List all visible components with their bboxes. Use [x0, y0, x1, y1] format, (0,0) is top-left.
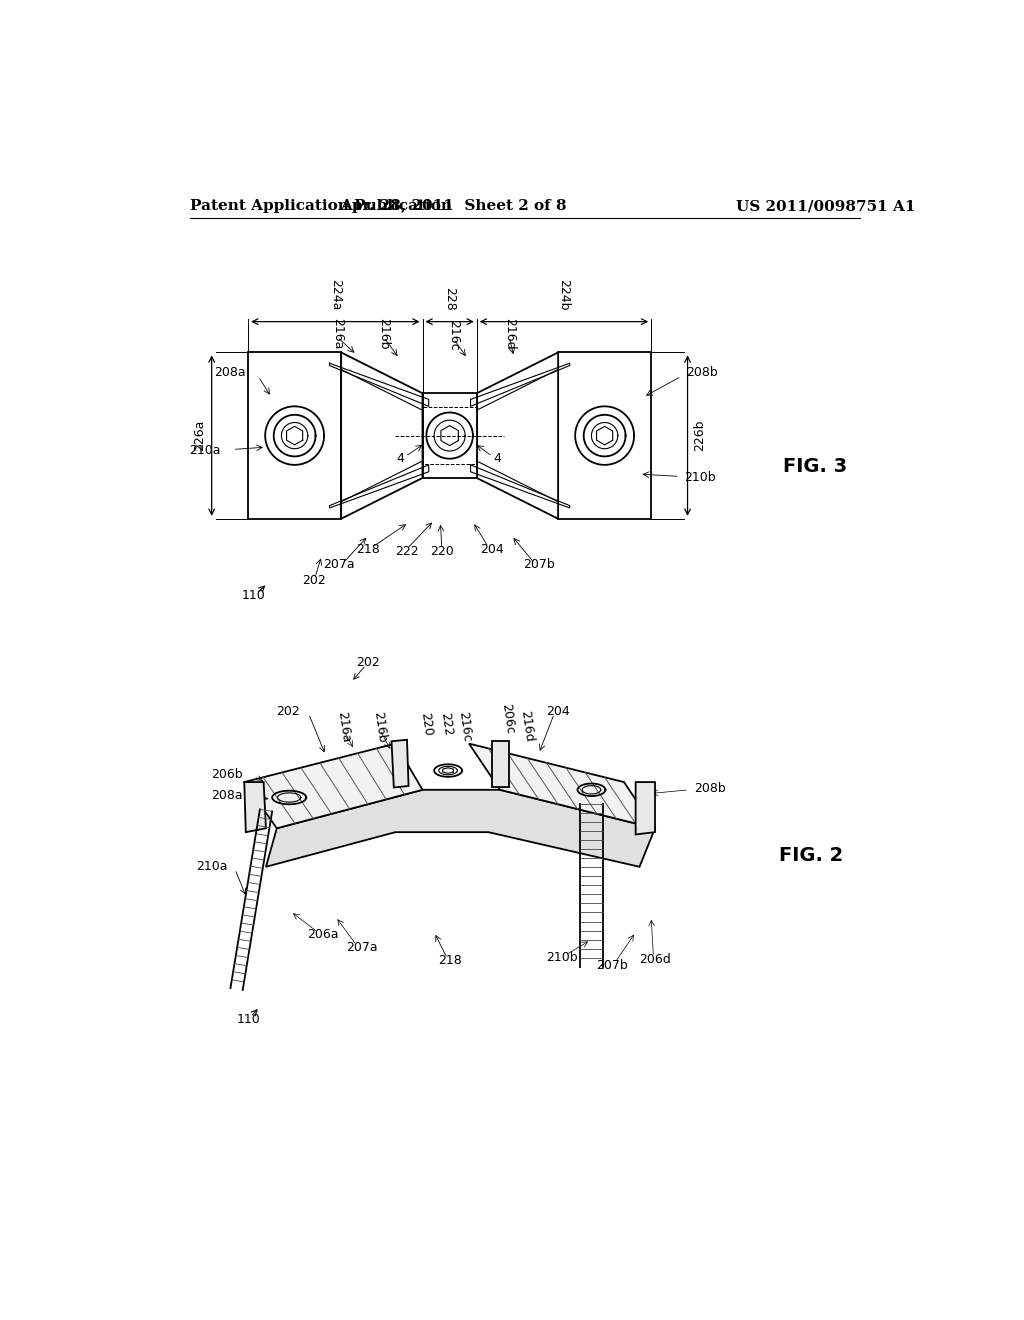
Text: 210a: 210a — [196, 861, 227, 874]
Text: 210a: 210a — [189, 445, 221, 458]
Text: 210b: 210b — [546, 952, 578, 964]
Text: 216d: 216d — [503, 318, 516, 350]
Polygon shape — [245, 781, 266, 832]
Text: 207a: 207a — [323, 558, 354, 572]
Text: 216c: 216c — [457, 710, 474, 743]
Text: 210b: 210b — [684, 471, 716, 484]
Polygon shape — [477, 352, 558, 519]
Text: 222: 222 — [437, 711, 454, 737]
Text: US 2011/0098751 A1: US 2011/0098751 A1 — [736, 199, 915, 213]
Text: 208a: 208a — [211, 789, 243, 803]
Text: 220: 220 — [430, 545, 454, 557]
Text: 110: 110 — [237, 1012, 260, 1026]
Text: 224a: 224a — [329, 280, 342, 312]
Text: 202: 202 — [302, 574, 326, 587]
Text: 218: 218 — [437, 954, 462, 968]
Text: Apr. 28, 2011  Sheet 2 of 8: Apr. 28, 2011 Sheet 2 of 8 — [340, 199, 567, 213]
Text: 202: 202 — [356, 656, 380, 669]
Text: 220: 220 — [418, 711, 434, 737]
Text: 207a: 207a — [346, 941, 378, 954]
Text: 226a: 226a — [193, 420, 206, 451]
Polygon shape — [423, 393, 477, 478]
Text: 216a: 216a — [331, 318, 344, 350]
Text: 218: 218 — [356, 543, 380, 556]
Text: FIG. 2: FIG. 2 — [779, 846, 843, 865]
Polygon shape — [245, 743, 423, 829]
Text: 216b: 216b — [372, 710, 388, 743]
Text: 204: 204 — [480, 543, 504, 556]
Text: 206a: 206a — [307, 928, 339, 941]
Text: Patent Application Publication: Patent Application Publication — [190, 199, 452, 213]
Polygon shape — [248, 352, 341, 519]
Polygon shape — [341, 352, 423, 519]
Text: 216b: 216b — [377, 318, 390, 350]
Text: 216a: 216a — [335, 710, 352, 743]
Text: 206c: 206c — [499, 702, 516, 735]
Text: 202: 202 — [276, 705, 300, 718]
Text: 204: 204 — [546, 705, 570, 718]
Text: 226b: 226b — [693, 420, 707, 451]
Text: 207b: 207b — [597, 958, 629, 972]
Text: 208b: 208b — [693, 781, 725, 795]
Polygon shape — [636, 781, 655, 834]
Text: 216d: 216d — [518, 710, 536, 743]
Text: 208a: 208a — [214, 366, 246, 379]
Text: FIG. 3: FIG. 3 — [783, 457, 847, 477]
Text: 228: 228 — [443, 288, 456, 312]
Polygon shape — [558, 352, 651, 519]
Polygon shape — [391, 739, 409, 788]
Text: 208b: 208b — [686, 366, 718, 379]
Text: 216c: 216c — [447, 321, 460, 351]
Text: 4: 4 — [493, 453, 501, 465]
Polygon shape — [469, 743, 655, 829]
Text: 110: 110 — [242, 589, 265, 602]
Text: 224b: 224b — [557, 280, 570, 312]
Polygon shape — [493, 742, 509, 788]
Text: 207b: 207b — [523, 558, 555, 572]
Text: 206b: 206b — [211, 768, 243, 781]
Text: 206d: 206d — [639, 953, 671, 966]
Polygon shape — [266, 789, 655, 867]
Text: 222: 222 — [395, 545, 419, 557]
Text: 4: 4 — [397, 453, 404, 465]
